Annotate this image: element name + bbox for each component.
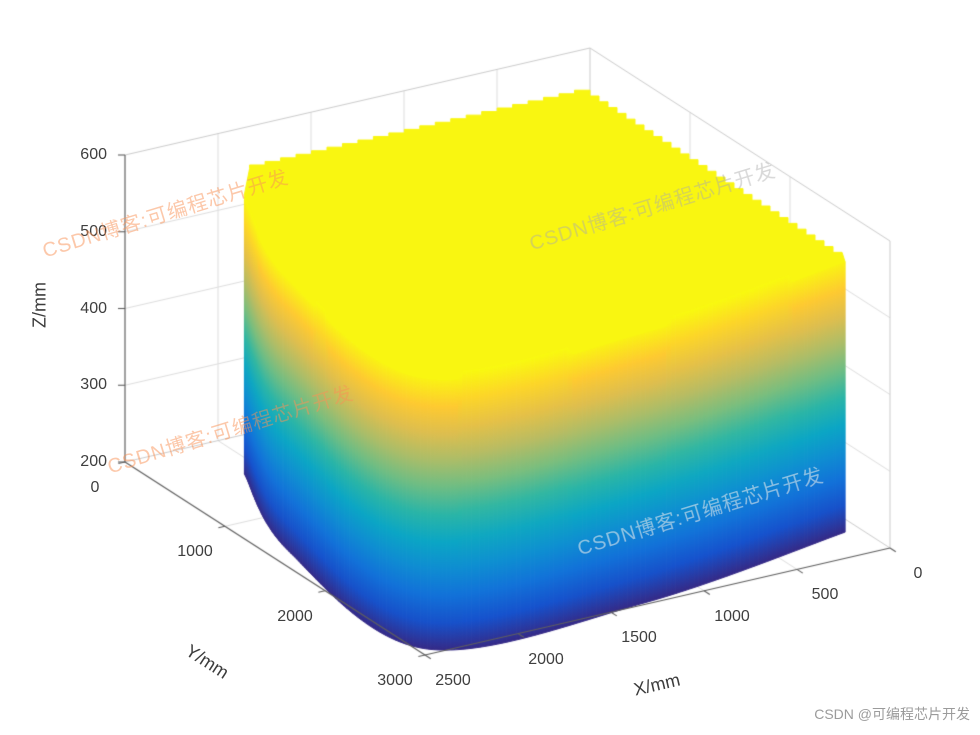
z-tick-label: 500 <box>80 222 107 240</box>
x-tick-label: 0 <box>913 565 923 582</box>
y-tick-label: 3000 <box>377 672 413 689</box>
y-tick-label: 2000 <box>277 607 313 625</box>
y-tick-label: 0 <box>90 479 100 496</box>
x-tick-label: 2500 <box>435 672 471 689</box>
x-tick-label: 2000 <box>528 650 564 668</box>
y-tick-label: 1000 <box>177 543 213 561</box>
z-tick-label: 600 <box>80 146 107 163</box>
z-tick-label: 400 <box>80 299 107 317</box>
z-tick-label: 200 <box>80 453 107 470</box>
x-tick-label: 500 <box>811 586 839 604</box>
x-tick-label: 1000 <box>714 607 750 625</box>
watermark-credit: CSDN @可编程芯片开发 <box>814 706 970 722</box>
z-tick-label: 300 <box>80 376 107 394</box>
x-tick-label: 1500 <box>621 629 657 647</box>
